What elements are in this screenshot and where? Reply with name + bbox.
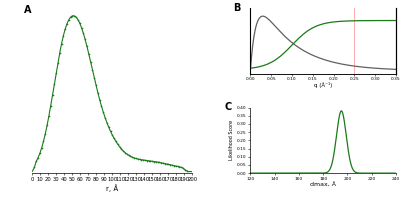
Y-axis label: Likelihood Score: Likelihood Score xyxy=(229,120,234,160)
Text: C: C xyxy=(224,102,231,112)
Text: B: B xyxy=(233,3,240,13)
X-axis label: r, Å: r, Å xyxy=(106,184,118,192)
X-axis label: q (Å⁻¹): q (Å⁻¹) xyxy=(314,82,332,88)
Text: A: A xyxy=(24,5,32,15)
Y-axis label: Slopes: Slopes xyxy=(0,33,5,49)
X-axis label: dmax, Å: dmax, Å xyxy=(310,182,336,187)
